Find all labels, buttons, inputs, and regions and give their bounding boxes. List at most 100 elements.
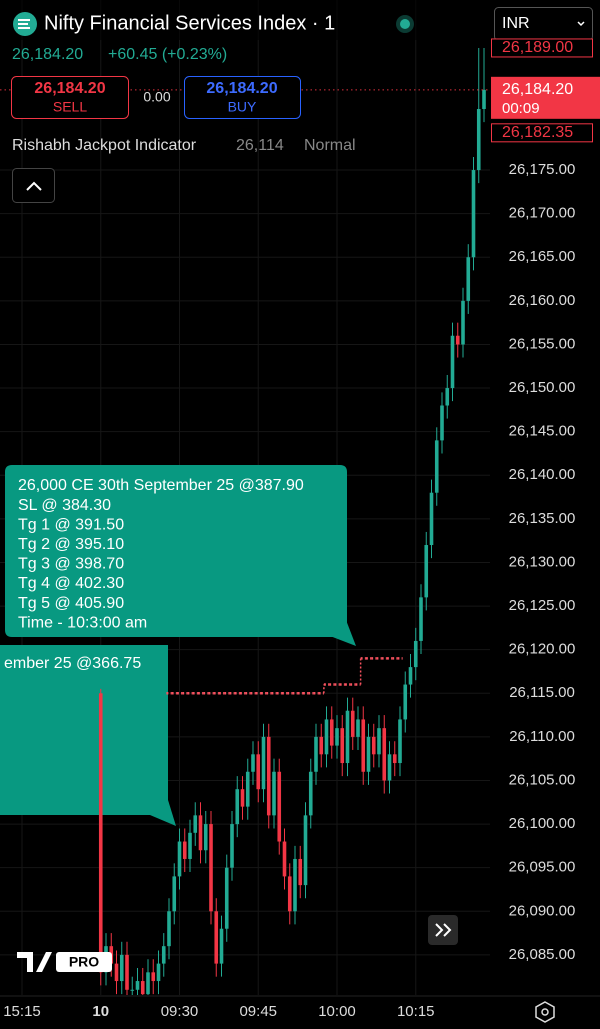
candle-body bbox=[209, 824, 213, 912]
current-price-tag bbox=[491, 76, 600, 119]
collapse-icon bbox=[26, 181, 42, 191]
price-tag-label: 26,189.00 bbox=[502, 39, 573, 56]
candle-body bbox=[240, 789, 245, 807]
indicator-mode: Normal bbox=[304, 137, 356, 154]
annotation-box: ember 25 @366.75 bbox=[0, 645, 176, 826]
sell-label: SELL bbox=[53, 99, 87, 115]
y-tick-label: 26,095.00 bbox=[509, 859, 576, 876]
candle-body bbox=[450, 335, 455, 389]
annotation-text: Tg 2 @ 395.10 bbox=[18, 536, 124, 553]
candle-body bbox=[135, 981, 140, 990]
pro-text: PRO bbox=[69, 954, 99, 970]
price-axis: 26,085.00 26,090.00 26,095.00 26,100.00 26,1… bbox=[3, 38, 600, 1020]
indicator-name: Rishabh Jackpot Indicator bbox=[12, 137, 197, 154]
annotation-text: Tg 4 @ 402.30 bbox=[18, 575, 124, 592]
annotation-text: Tg 1 @ 391.50 bbox=[18, 516, 124, 533]
candle-body bbox=[308, 771, 313, 816]
candle-body bbox=[429, 492, 434, 546]
candle-body bbox=[146, 972, 150, 995]
y-tick-label: 26,110.00 bbox=[509, 728, 575, 745]
candle-body bbox=[151, 972, 156, 982]
price-change: +60.45 (+0.23%) bbox=[108, 46, 227, 63]
y-tick-label: 26,100.00 bbox=[509, 815, 576, 832]
collapse-button[interactable] bbox=[12, 168, 55, 203]
candle-body bbox=[387, 754, 392, 781]
candle-body bbox=[461, 300, 465, 345]
symbol-title[interactable]: Nifty Financial Services Index · 1 bbox=[44, 12, 335, 34]
tv-mark bbox=[17, 952, 52, 972]
settings-button[interactable] bbox=[535, 1001, 555, 1023]
candle-body bbox=[408, 667, 413, 685]
candle-body bbox=[377, 728, 381, 755]
y-tick-label: 26,085.00 bbox=[509, 946, 576, 963]
candle-body bbox=[198, 815, 203, 851]
settings-icon bbox=[535, 1001, 555, 1023]
candle-body bbox=[272, 771, 276, 816]
y-tick-label: 26,120.00 bbox=[509, 641, 576, 658]
candle-body bbox=[245, 771, 250, 807]
price-tag bbox=[491, 38, 593, 58]
y-tick-label: 26,125.00 bbox=[509, 597, 576, 614]
x-tick-label: 15:15 bbox=[3, 1003, 41, 1020]
candle-body bbox=[303, 815, 308, 886]
sell-price: 26,184.20 bbox=[34, 80, 105, 97]
candle-body bbox=[314, 736, 318, 772]
candle-body bbox=[455, 335, 460, 345]
candle-body bbox=[471, 170, 476, 258]
annotation-text: Tg 3 @ 398.70 bbox=[18, 556, 124, 573]
candle-body bbox=[335, 728, 339, 746]
candle-body bbox=[188, 832, 192, 859]
candle-body bbox=[161, 946, 166, 964]
candle-body bbox=[413, 640, 418, 668]
sell-button[interactable] bbox=[11, 76, 129, 119]
x-tick-label: 09:30 bbox=[161, 1003, 199, 1020]
y-tick-label: 26,115.00 bbox=[509, 684, 575, 701]
candle-body bbox=[224, 867, 229, 929]
y-tick-label: 26,145.00 bbox=[509, 423, 576, 440]
candle-body bbox=[356, 719, 360, 737]
last-price: 26,184.20 bbox=[12, 46, 83, 63]
y-tick-label: 26,105.00 bbox=[509, 771, 576, 788]
candle-body bbox=[476, 109, 481, 171]
candle-body bbox=[440, 405, 444, 441]
candle-body bbox=[366, 736, 371, 772]
symbol-logo-glyph bbox=[18, 19, 30, 29]
spread: 0.00 bbox=[143, 89, 170, 105]
buy-button[interactable] bbox=[184, 76, 301, 119]
candle-body bbox=[98, 693, 103, 973]
plot bbox=[0, 47, 490, 995]
candle-body bbox=[193, 815, 198, 833]
candle-body bbox=[329, 719, 334, 746]
x-tick-label: 10:15 bbox=[397, 1003, 435, 1020]
annotation-tail bbox=[330, 620, 356, 646]
candle-body bbox=[214, 911, 219, 964]
y-tick-label: 26,150.00 bbox=[509, 379, 576, 396]
candle-body bbox=[219, 928, 224, 964]
price-tag bbox=[491, 123, 593, 143]
candle-body bbox=[261, 736, 266, 790]
y-tick-label: 26,175.00 bbox=[509, 161, 576, 178]
annotation-text: ember 25 @366.75 bbox=[4, 655, 141, 672]
candle-body bbox=[350, 710, 355, 737]
pro-badge bbox=[56, 952, 112, 972]
candle-body bbox=[392, 754, 397, 764]
candle-body bbox=[324, 719, 329, 755]
candle-body bbox=[125, 954, 129, 990]
y-tick-label: 26,135.00 bbox=[509, 510, 576, 527]
x-tick-label: 09:45 bbox=[239, 1003, 277, 1020]
candle-body bbox=[482, 89, 486, 110]
candle-body bbox=[119, 954, 124, 982]
candle-body bbox=[371, 736, 376, 755]
y-tick-label: 26,160.00 bbox=[509, 292, 576, 309]
candle-body bbox=[140, 981, 145, 995]
candle-body bbox=[182, 841, 187, 859]
candle-body bbox=[230, 824, 234, 868]
annotation-bg bbox=[0, 645, 168, 815]
candle-body bbox=[156, 963, 161, 982]
candle-body bbox=[424, 545, 429, 598]
buy-price: 26,184.20 bbox=[206, 80, 277, 97]
settings-icon-center bbox=[541, 1008, 549, 1016]
candle-body bbox=[403, 684, 408, 720]
price-tag-label: 26,182.35 bbox=[502, 124, 573, 141]
tradingview-logo: PRO bbox=[17, 952, 112, 972]
